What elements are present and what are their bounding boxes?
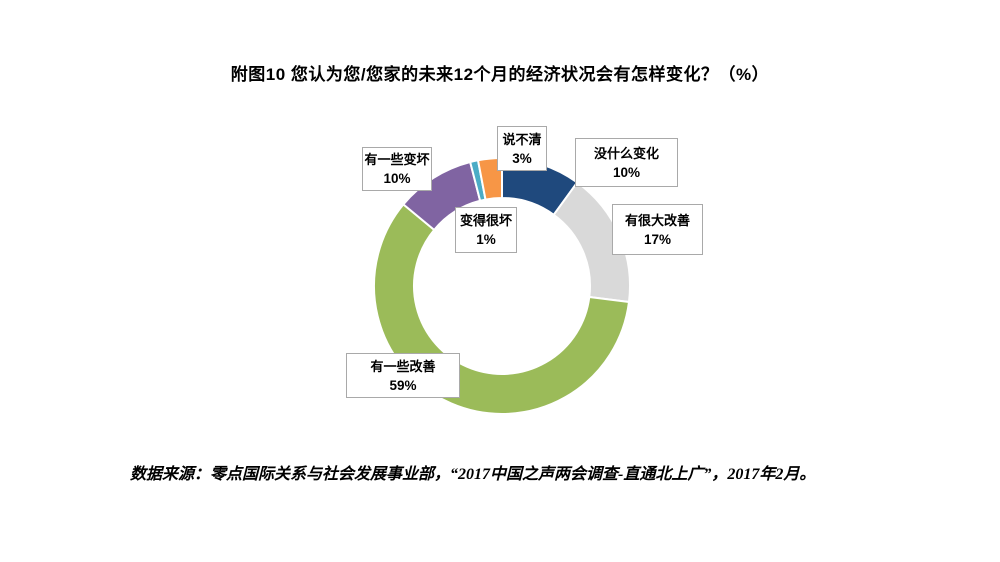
- segment-percent: 10%: [383, 171, 411, 186]
- segment-label: 有很大改善: [624, 212, 690, 228]
- segment-percent: 59%: [389, 377, 417, 393]
- label-box-unclear: 说不清 3%: [497, 126, 547, 171]
- label-box-no-change: 没什么变化 10%: [575, 138, 678, 187]
- segment-percent: 10%: [612, 164, 641, 180]
- label-box-some-worsening: 有一些变坏 10%: [362, 147, 432, 191]
- segment-percent: 3%: [512, 150, 532, 166]
- segment-label: 有一些改善: [370, 358, 436, 374]
- label-box-much-worse: 变得很坏 1%: [455, 207, 517, 253]
- segment-percent: 17%: [643, 231, 672, 247]
- label-box-big-improvement: 有很大改善 17%: [612, 204, 703, 255]
- segment-label: 没什么变化: [593, 145, 659, 161]
- donut-segment-5: [477, 157, 503, 201]
- data-source-note: 数据来源：零点国际关系与社会发展事业部，“2017中国之声两会调查-直通北上广”…: [130, 466, 816, 483]
- label-box-some-improvement: 有一些改善 59%: [346, 353, 460, 398]
- chart-title: 附图10 您认为您/您家的未来12个月的经济状况会有怎样变化？（%）: [230, 65, 770, 84]
- segment-label: 有一些变坏: [364, 152, 430, 167]
- segment-label: 说不清: [502, 131, 542, 147]
- segment-percent: 1%: [476, 232, 496, 247]
- segment-label: 变得很坏: [459, 213, 512, 228]
